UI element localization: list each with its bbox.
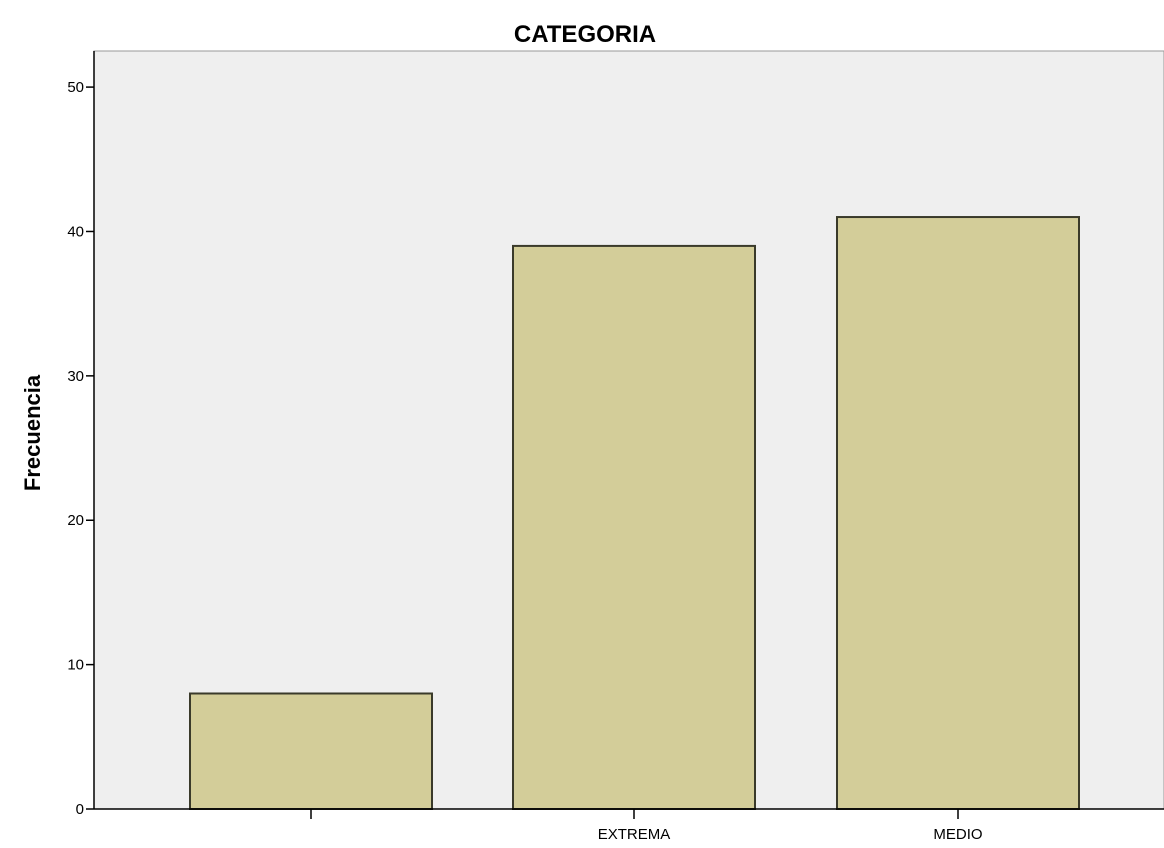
bar-extrema bbox=[512, 244, 756, 810]
x-tick-label: MEDIO bbox=[933, 826, 982, 843]
y-tick-label: 30 bbox=[67, 368, 84, 385]
x-ticks-group: EXTREMA MEDIO bbox=[310, 809, 983, 843]
x-tick-label: EXTREMA bbox=[598, 826, 671, 843]
y-tick-label: 0 bbox=[76, 801, 84, 818]
bar-medio bbox=[836, 216, 1080, 811]
y-tick-label: 50 bbox=[67, 79, 84, 96]
y-tick-label: 40 bbox=[67, 223, 84, 240]
y-ticks-group: 0 10 20 30 40 50 bbox=[67, 79, 94, 818]
y-tick-label: 10 bbox=[67, 657, 84, 674]
chart-title: CATEGORIA bbox=[514, 21, 656, 48]
y-tick-label: 20 bbox=[67, 512, 84, 529]
bar-blank bbox=[189, 692, 433, 810]
y-axis-label: Frecuencia bbox=[20, 374, 45, 491]
